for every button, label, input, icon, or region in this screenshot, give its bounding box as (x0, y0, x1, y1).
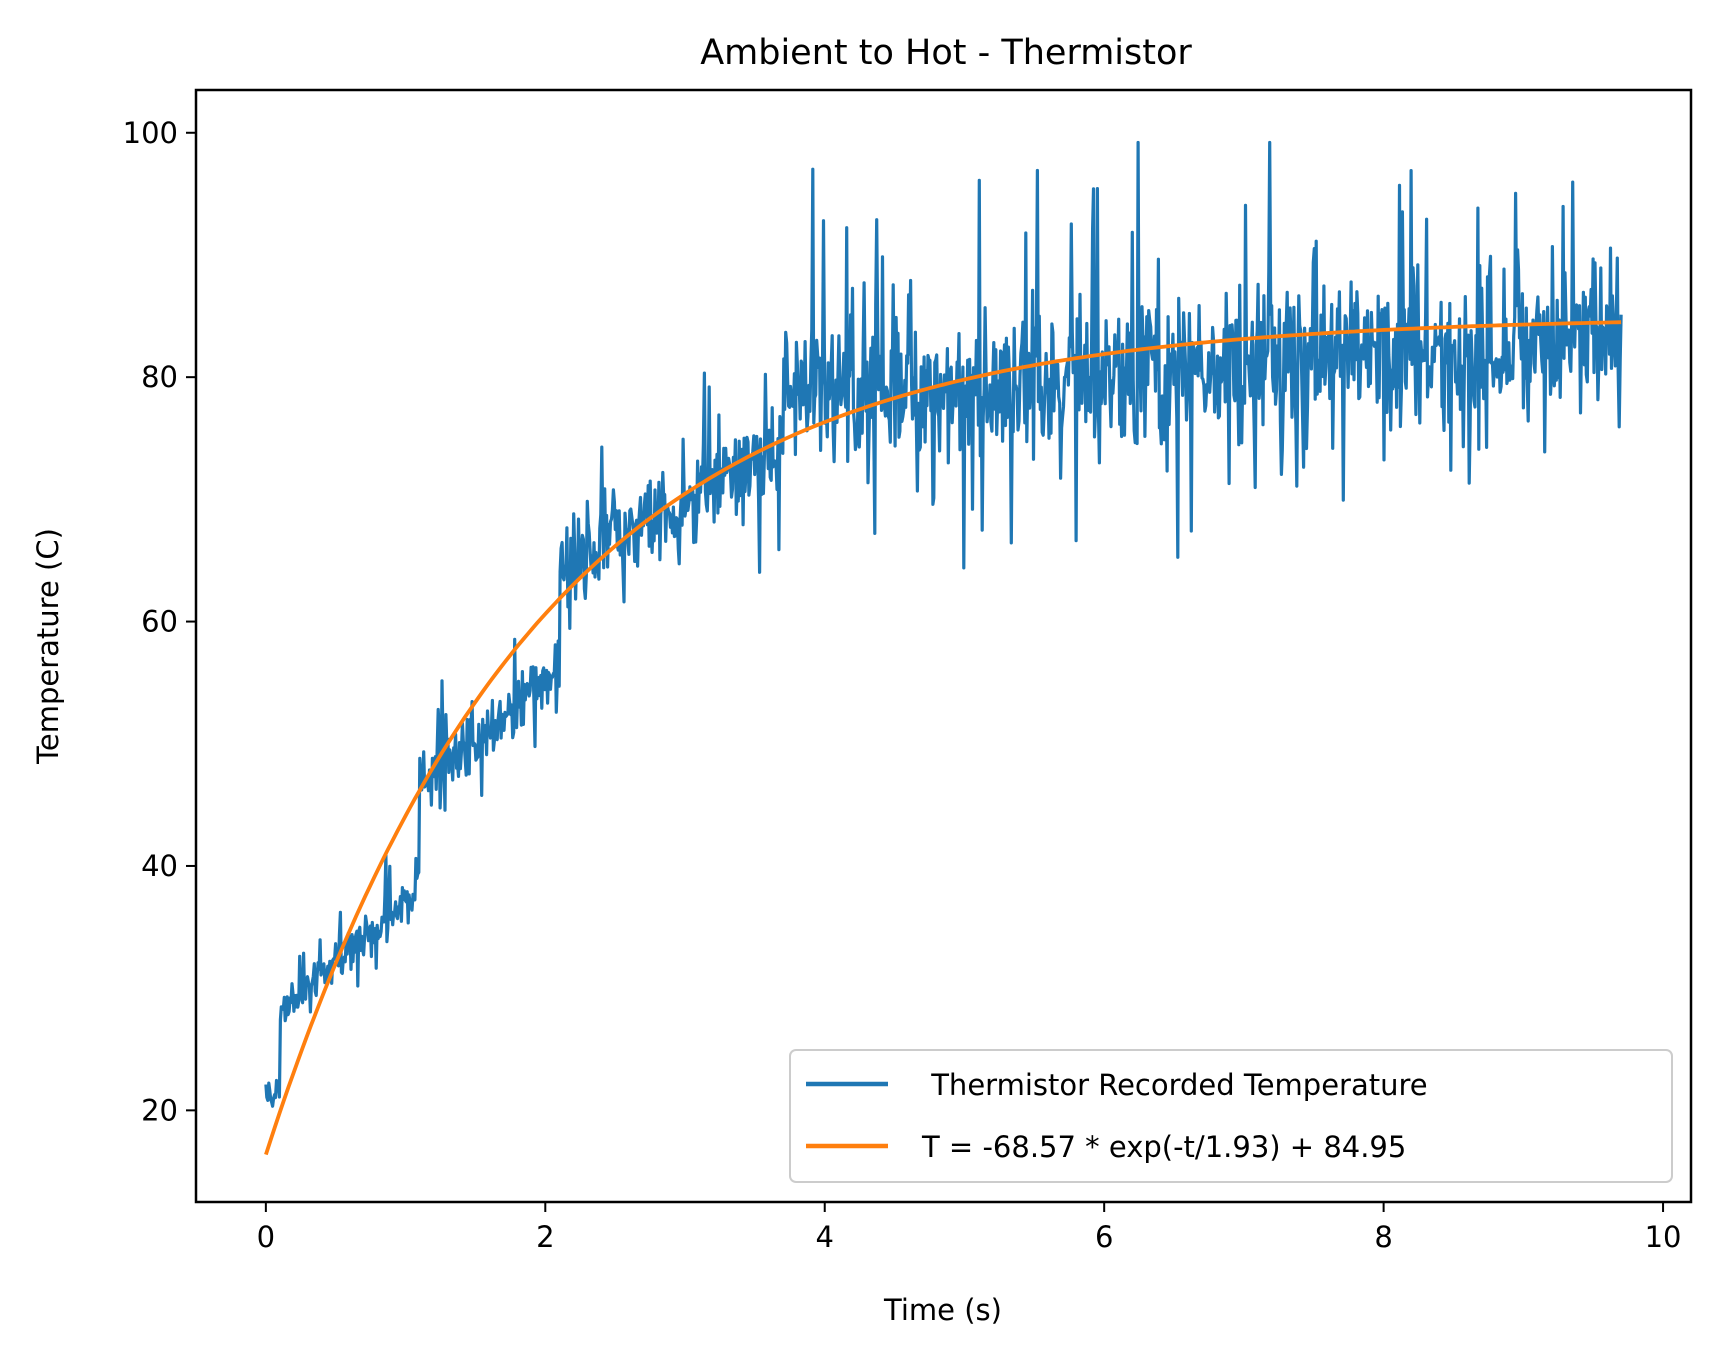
x-axis-label: Time (s) (883, 1293, 1002, 1327)
legend: Thermistor Recorded Temperature T = -68.… (789, 1049, 1673, 1183)
y-axis-label: Temperature (C) (31, 528, 65, 765)
y-tick-label: 20 (141, 1093, 178, 1127)
plot-area (264, 140, 1623, 1156)
legend-label-measured: Thermistor Recorded Temperature (922, 1068, 1428, 1102)
x-axis: 0 2 4 6 8 10 (257, 1202, 1682, 1254)
axes-frame (194, 88, 1693, 1204)
legend-box (789, 1049, 1673, 1183)
series-fit-line (264, 320, 1622, 1156)
x-tick-label: 10 (1645, 1220, 1682, 1254)
y-tick-label: 60 (141, 605, 178, 639)
legend-label-fit: T = -68.57 * exp(-t/1.93) + 84.95 (921, 1130, 1406, 1164)
y-tick-label: 80 (141, 360, 178, 394)
series-measured-line (264, 140, 1623, 1108)
x-tick-label: 2 (536, 1220, 554, 1254)
x-tick-label: 0 (257, 1220, 275, 1254)
y-axis: 20 40 60 80 100 (123, 116, 196, 1127)
y-tick-label: 40 (141, 849, 178, 883)
x-tick-label: 4 (816, 1220, 834, 1254)
x-tick-label: 8 (1374, 1220, 1392, 1254)
x-tick-label: 6 (1095, 1220, 1113, 1254)
y-tick-label: 100 (123, 116, 178, 150)
chart-title: Ambient to Hot - Thermistor (700, 33, 1192, 73)
